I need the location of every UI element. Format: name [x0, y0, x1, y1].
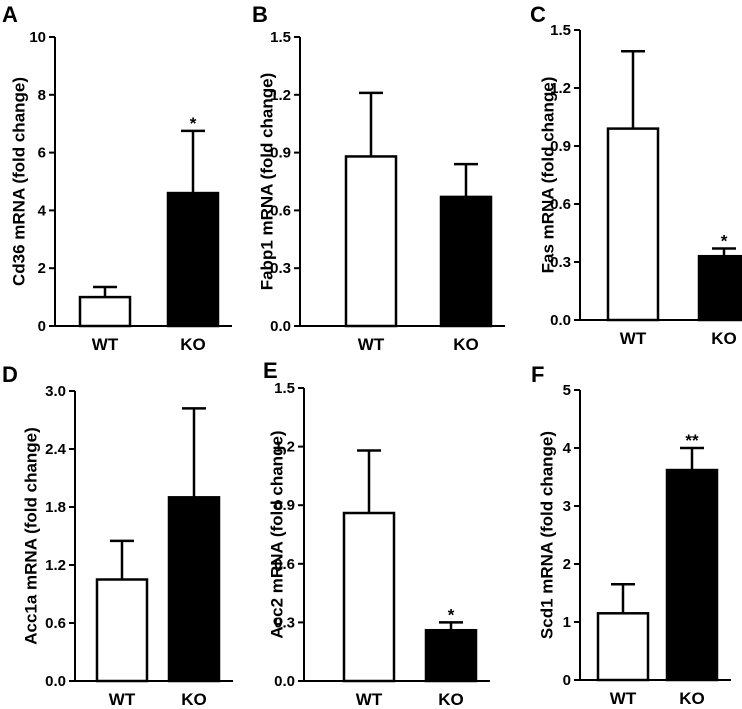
y-axis-title: Acc2 mRNA (fold change) — [267, 430, 286, 638]
y-tick-label: 0.0 — [274, 673, 295, 690]
y-axis-title: Fabp1 mRNA (fold change) — [257, 73, 276, 291]
bar-wt — [78, 295, 132, 328]
y-tick-label: 0.0 — [270, 318, 291, 335]
y-tick-label: 6 — [38, 145, 46, 162]
bar-wt — [596, 612, 650, 682]
y-tick-label: 0 — [563, 672, 571, 689]
category-label-ko: KO — [180, 335, 206, 354]
y-tick-label: 0.3 — [270, 260, 291, 277]
category-label-ko: KO — [711, 329, 737, 348]
bar-wt — [606, 127, 660, 322]
y-tick-label: 1.8 — [45, 499, 66, 516]
bar-ko — [697, 254, 742, 322]
category-label-ko: KO — [453, 335, 479, 354]
y-tick-label: 0.6 — [274, 556, 295, 573]
y-tick-label: 1.5 — [270, 29, 291, 46]
y-tick-label: 0.3 — [274, 614, 295, 631]
y-tick-label: 1.5 — [550, 22, 571, 39]
category-label-wt: WT — [610, 689, 637, 708]
bar-ko — [439, 195, 493, 328]
panel-letter: F — [531, 362, 544, 387]
panel-a: A 0 2 4 6 8 10 Cd36 mRNA (fold change) WT KO * — [2, 2, 232, 354]
y-tick-label: 0 — [38, 318, 46, 335]
y-tick-label: 2 — [38, 260, 46, 277]
panel-letter: C — [530, 2, 546, 27]
category-label-ko: KO — [438, 690, 464, 709]
y-tick-label: 1.2 — [274, 439, 295, 456]
bar-ko — [665, 468, 719, 682]
y-tick-label: 2.4 — [45, 441, 67, 458]
panel-d: D 0.0 0.6 1.2 1.8 2.4 3.0 Acc1a mRNA (fold chan… — [2, 362, 233, 709]
bar-ko — [167, 496, 221, 683]
y-axis-title: Cd36 mRNA (fold change) — [9, 77, 28, 286]
category-label-wt: WT — [620, 329, 647, 348]
bar-wt — [342, 511, 396, 683]
panel-letter: B — [252, 2, 268, 27]
y-axis-title: Fas mRNA (fold change) — [538, 77, 557, 274]
significance-label: * — [448, 605, 455, 624]
y-tick-label: 10 — [29, 29, 46, 46]
significance-label: * — [190, 114, 197, 133]
y-tick-label: 1 — [563, 614, 571, 631]
y-tick-label: 3 — [563, 498, 571, 515]
y-tick-label: 0.9 — [274, 497, 295, 514]
panel-e: E 0.0 0.3 0.6 0.9 1.2 1.5 Acc2 mRNA (fold chang… — [263, 358, 490, 709]
y-tick-label: 4 — [563, 440, 572, 457]
y-tick-label: 0.6 — [550, 196, 571, 213]
category-label-wt: WT — [92, 335, 119, 354]
panel-f: F 0 1 2 3 4 5 Scd1 mRNA (fold change) WT KO ** — [531, 362, 731, 708]
category-label-ko: KO — [679, 689, 705, 708]
y-tick-label: 1.2 — [270, 87, 291, 104]
y-tick-label: 8 — [38, 87, 46, 104]
category-label-wt: WT — [358, 335, 385, 354]
y-tick-label: 0.6 — [270, 202, 291, 219]
y-tick-label: 0.3 — [550, 254, 571, 271]
y-tick-label: 5 — [563, 382, 571, 399]
category-label-wt: WT — [109, 690, 136, 709]
y-tick-label: 3.0 — [45, 383, 66, 400]
y-tick-label: 1.2 — [550, 80, 571, 97]
bar-wt — [95, 578, 149, 683]
category-label-ko: KO — [181, 690, 207, 709]
bar-ko — [424, 628, 478, 683]
y-tick-label: 2 — [563, 556, 571, 573]
y-tick-label: 0.9 — [270, 145, 291, 162]
y-axis-title: Scd1 mRNA (fold change) — [537, 431, 556, 639]
y-tick-label: 0.9 — [550, 138, 571, 155]
panel-c: C 0.0 0.3 0.6 0.9 1.2 1.5 Fas mRNA (fold change… — [530, 2, 742, 348]
panel-letter: E — [263, 358, 278, 383]
y-tick-label: 4 — [38, 202, 47, 219]
y-tick-label: 1.2 — [45, 557, 66, 574]
category-label-wt: WT — [356, 690, 383, 709]
bar-ko — [166, 191, 220, 328]
bar-wt — [344, 155, 398, 328]
panel-letter: D — [2, 362, 18, 387]
y-axis-title: Acc1a mRNA (fold change) — [21, 427, 40, 645]
significance-label: ** — [685, 431, 699, 450]
y-tick-label: 0.0 — [45, 673, 66, 690]
panel-b: B 0.0 0.3 0.6 0.9 1.2 1.5 Fabp1 mRNA (fold chan… — [252, 2, 505, 354]
panel-letter: A — [2, 2, 18, 27]
y-tick-label: 0.6 — [45, 615, 66, 632]
significance-label: * — [721, 231, 728, 250]
y-tick-label: 0.0 — [550, 312, 571, 329]
y-tick-label: 1.5 — [274, 380, 295, 397]
